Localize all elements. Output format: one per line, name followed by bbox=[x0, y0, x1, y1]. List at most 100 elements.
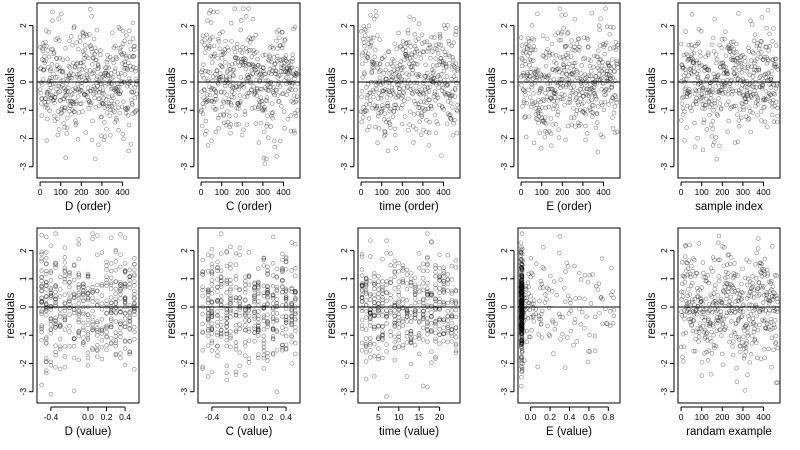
data-point bbox=[56, 38, 62, 43]
y-tick-label: -1 bbox=[499, 106, 509, 114]
data-point bbox=[93, 105, 98, 110]
data-point bbox=[125, 67, 130, 72]
data-point bbox=[588, 301, 594, 306]
data-point bbox=[365, 127, 370, 133]
data-point bbox=[220, 98, 226, 104]
data-point bbox=[230, 80, 236, 85]
data-point bbox=[224, 92, 229, 98]
data-point bbox=[612, 104, 618, 109]
data-point bbox=[552, 103, 557, 108]
data-point bbox=[417, 92, 423, 97]
x-tick-label: 400 bbox=[115, 187, 129, 197]
data-point bbox=[760, 300, 766, 305]
y-axis-label: residuals bbox=[166, 67, 178, 113]
data-point bbox=[426, 143, 432, 148]
data-point bbox=[293, 73, 298, 78]
data-point bbox=[233, 298, 239, 303]
data-point bbox=[241, 85, 247, 90]
data-point bbox=[199, 89, 204, 94]
data-point bbox=[739, 69, 745, 75]
data-point bbox=[84, 72, 90, 78]
data-point bbox=[108, 107, 113, 113]
data-point bbox=[775, 345, 780, 351]
data-point bbox=[384, 349, 389, 354]
data-point bbox=[228, 277, 233, 283]
data-point bbox=[277, 43, 283, 48]
data-point bbox=[201, 87, 207, 92]
data-point bbox=[707, 112, 712, 118]
data-point bbox=[102, 120, 107, 125]
data-point bbox=[450, 55, 455, 60]
data-point bbox=[271, 84, 276, 90]
data-point bbox=[289, 361, 294, 366]
data-point bbox=[48, 93, 53, 98]
data-point bbox=[552, 91, 557, 96]
data-point bbox=[536, 120, 541, 126]
data-point bbox=[775, 105, 780, 111]
data-point bbox=[88, 43, 94, 48]
data-point bbox=[736, 337, 742, 342]
data-point bbox=[131, 54, 136, 59]
data-point bbox=[247, 72, 253, 78]
data-point bbox=[681, 359, 686, 364]
data-point bbox=[100, 88, 106, 94]
data-point bbox=[51, 51, 56, 57]
data-point bbox=[570, 47, 575, 53]
data-point bbox=[224, 78, 230, 84]
data-point bbox=[573, 296, 578, 301]
data-point bbox=[75, 137, 81, 142]
data-point bbox=[607, 309, 613, 314]
data-point bbox=[753, 91, 759, 97]
data-point bbox=[206, 98, 211, 103]
data-point bbox=[205, 333, 211, 339]
data-point bbox=[407, 55, 413, 61]
data-point bbox=[215, 36, 221, 42]
data-point bbox=[421, 325, 426, 331]
data-point bbox=[235, 101, 240, 106]
data-point bbox=[37, 87, 43, 92]
data-point bbox=[725, 129, 730, 134]
data-point bbox=[240, 60, 245, 65]
data-point bbox=[126, 76, 132, 81]
data-point bbox=[716, 240, 721, 246]
data-point bbox=[580, 109, 585, 115]
data-point bbox=[278, 43, 283, 48]
data-point bbox=[76, 76, 82, 81]
data-point bbox=[368, 98, 373, 103]
data-point bbox=[582, 72, 588, 77]
data-point bbox=[380, 313, 385, 318]
data-point bbox=[412, 284, 418, 290]
data-point bbox=[257, 99, 263, 105]
data-point bbox=[364, 85, 369, 90]
data-point bbox=[104, 110, 110, 115]
data-point bbox=[749, 333, 755, 339]
data-point bbox=[574, 68, 579, 73]
data-point bbox=[404, 333, 410, 339]
data-point bbox=[369, 70, 374, 75]
data-point bbox=[574, 41, 579, 46]
data-point bbox=[81, 52, 87, 57]
data-point bbox=[373, 82, 379, 88]
data-point bbox=[449, 76, 454, 82]
data-point bbox=[118, 232, 123, 237]
data-point bbox=[228, 266, 233, 271]
data-point bbox=[740, 266, 745, 271]
data-point bbox=[221, 120, 227, 126]
data-point bbox=[77, 101, 83, 107]
data-point bbox=[224, 316, 230, 321]
data-point bbox=[541, 245, 546, 250]
data-point bbox=[243, 343, 248, 349]
data-point bbox=[205, 374, 211, 379]
data-point bbox=[412, 275, 418, 280]
data-point bbox=[735, 112, 740, 117]
data-point bbox=[224, 74, 229, 79]
x-tick-label: 0.2 bbox=[544, 412, 556, 422]
data-point bbox=[123, 106, 128, 112]
data-point bbox=[426, 89, 432, 94]
data-point bbox=[255, 88, 260, 94]
data-point bbox=[376, 69, 382, 75]
data-point bbox=[87, 44, 93, 49]
data-point bbox=[549, 51, 555, 57]
data-point bbox=[408, 109, 413, 114]
data-point bbox=[420, 105, 425, 111]
